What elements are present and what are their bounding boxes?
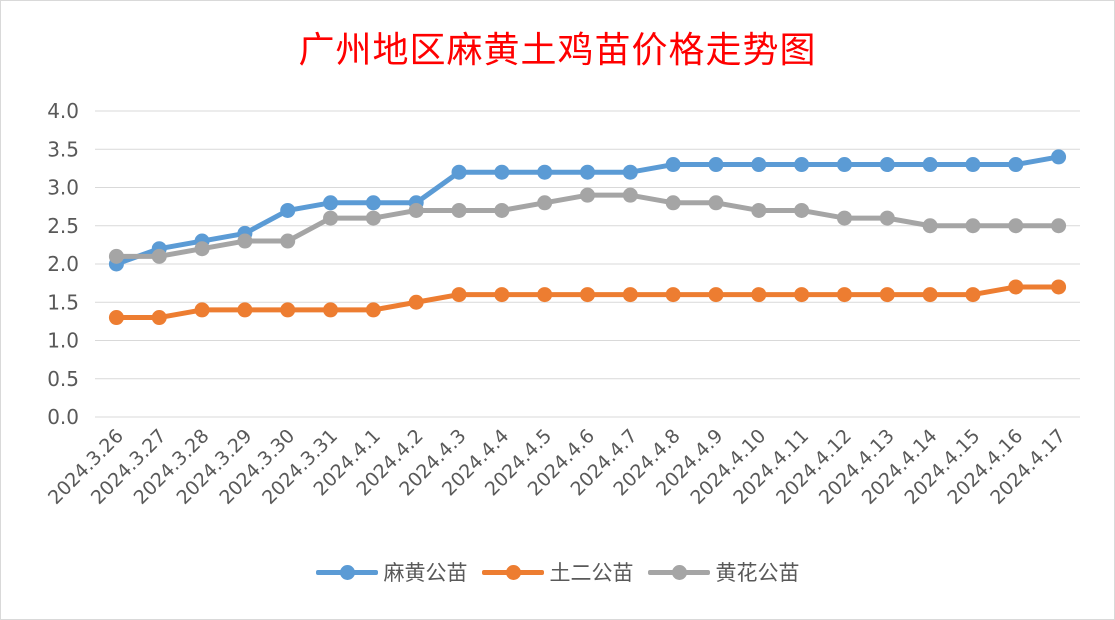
data-point <box>451 164 467 180</box>
data-point <box>665 287 681 303</box>
legend-swatch <box>647 563 710 581</box>
data-point <box>794 202 810 218</box>
y-tick-label: 1.0 <box>47 329 79 353</box>
data-point <box>879 210 895 226</box>
legend-label: 土二公苗 <box>549 561 634 585</box>
data-point <box>408 202 424 218</box>
data-point <box>537 195 553 211</box>
data-point <box>280 233 296 249</box>
data-point <box>751 202 767 218</box>
data-point <box>836 157 852 173</box>
data-point <box>1051 279 1067 295</box>
data-point <box>1051 149 1067 165</box>
data-point <box>151 310 167 326</box>
data-point <box>665 195 681 211</box>
data-point <box>194 241 210 257</box>
data-point <box>922 218 938 234</box>
data-point <box>1008 279 1024 295</box>
data-point <box>537 287 553 303</box>
data-point <box>751 157 767 173</box>
data-point <box>622 187 638 203</box>
y-tick-label: 3.5 <box>47 137 79 161</box>
data-point <box>665 157 681 173</box>
y-tick-label: 2.5 <box>47 214 79 238</box>
data-point <box>580 287 595 303</box>
data-point <box>708 287 724 303</box>
data-point <box>494 287 510 303</box>
legend-item: 土二公苗 <box>481 557 634 587</box>
data-point <box>408 294 424 310</box>
data-point <box>537 164 553 180</box>
data-point <box>494 164 510 180</box>
data-point <box>794 287 810 303</box>
data-point <box>323 302 339 318</box>
data-point <box>237 302 253 318</box>
data-point <box>922 287 938 303</box>
data-point <box>108 248 124 264</box>
data-point <box>451 287 467 303</box>
data-point <box>836 210 852 226</box>
legend-swatch <box>481 563 544 581</box>
data-point <box>708 195 724 211</box>
legend-label: 黄花公苗 <box>715 561 800 585</box>
y-tick-label: 0.5 <box>47 367 79 391</box>
y-tick-label: 2.0 <box>47 252 79 276</box>
data-point <box>1008 157 1024 173</box>
data-point <box>965 157 981 173</box>
legend-marker <box>505 565 521 580</box>
data-point <box>580 164 595 180</box>
data-point <box>365 302 381 318</box>
data-point <box>965 218 981 234</box>
legend-marker <box>339 565 355 580</box>
legend-label: 麻黄公苗 <box>383 561 468 585</box>
data-point <box>751 287 767 303</box>
y-tick-label: 4.0 <box>47 99 79 123</box>
data-point <box>194 302 210 318</box>
legend-marker <box>671 565 687 580</box>
data-point <box>151 248 167 264</box>
data-point <box>1008 218 1024 234</box>
data-point <box>1051 218 1067 234</box>
data-point <box>622 287 638 303</box>
data-point <box>323 210 339 226</box>
data-point <box>280 302 296 318</box>
legend-item: 麻黄公苗 <box>315 557 468 587</box>
y-tick-label: 1.5 <box>47 290 79 314</box>
y-tick-label: 3.0 <box>47 176 79 200</box>
data-point <box>580 187 595 203</box>
chart-title: 广州地区麻黄土鸡苗价格走势图 <box>298 30 817 71</box>
data-point <box>365 195 381 211</box>
data-point <box>708 157 724 173</box>
data-point <box>879 287 895 303</box>
data-point <box>922 157 938 173</box>
data-point <box>108 310 124 326</box>
legend-item: 黄花公苗 <box>647 557 800 587</box>
y-tick-label: 0.0 <box>47 405 79 429</box>
data-point <box>494 202 510 218</box>
legend: 麻黄公苗 土二公苗 黄花公苗 <box>1 557 1114 587</box>
data-point <box>323 195 339 211</box>
data-point <box>622 164 638 180</box>
data-point <box>237 233 253 249</box>
data-point <box>365 210 381 226</box>
data-point <box>879 157 895 173</box>
data-point <box>794 157 810 173</box>
data-point <box>451 202 467 218</box>
data-point <box>280 202 296 218</box>
data-point <box>965 287 981 303</box>
legend-swatch <box>315 563 378 581</box>
data-point <box>836 287 852 303</box>
